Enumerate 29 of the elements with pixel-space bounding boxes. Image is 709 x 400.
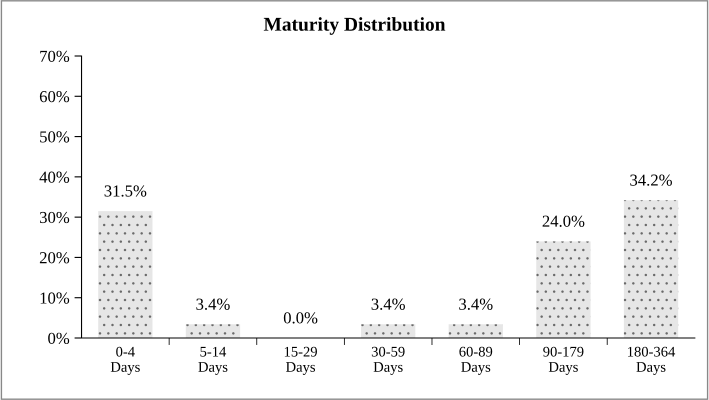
x-tick-label: 90-179 Days: [543, 346, 584, 375]
y-tick-label: 50%: [40, 131, 70, 143]
x-tick-label: 15-29 Days: [284, 346, 317, 375]
data-label: 24.0%: [542, 216, 584, 227]
y-tick-label: 70%: [40, 50, 70, 62]
data-label: 34.2%: [630, 174, 672, 186]
data-label: 31.5%: [104, 185, 146, 197]
y-tick-label: 40%: [40, 172, 70, 183]
bar: [536, 241, 591, 338]
y-tick-label: 10%: [40, 292, 70, 304]
data-label: 0.0%: [284, 312, 318, 324]
x-tick-label: 5-14 Days: [198, 346, 228, 375]
bar: [186, 324, 240, 338]
bar: [448, 324, 503, 338]
x-tick-label: 60-89 Days: [459, 346, 492, 375]
x-tick-label: 0-4 Days: [110, 346, 140, 375]
x-tick-label: 180-364 Days: [628, 346, 676, 375]
bar: [98, 211, 152, 338]
data-label: 3.4%: [372, 298, 405, 310]
data-label: 3.4%: [459, 298, 493, 310]
chart-title: Maturity Distribution: [264, 17, 446, 35]
data-label: 3.4%: [196, 298, 230, 310]
bar: [361, 324, 416, 338]
y-tick-label: 30%: [40, 212, 70, 224]
y-tick-label: 0%: [48, 332, 70, 344]
y-tick-label: 60%: [40, 90, 70, 102]
y-tick-label: 20%: [40, 252, 70, 264]
bar: [624, 200, 678, 338]
x-tick-label: 30-59 Days: [372, 346, 405, 375]
